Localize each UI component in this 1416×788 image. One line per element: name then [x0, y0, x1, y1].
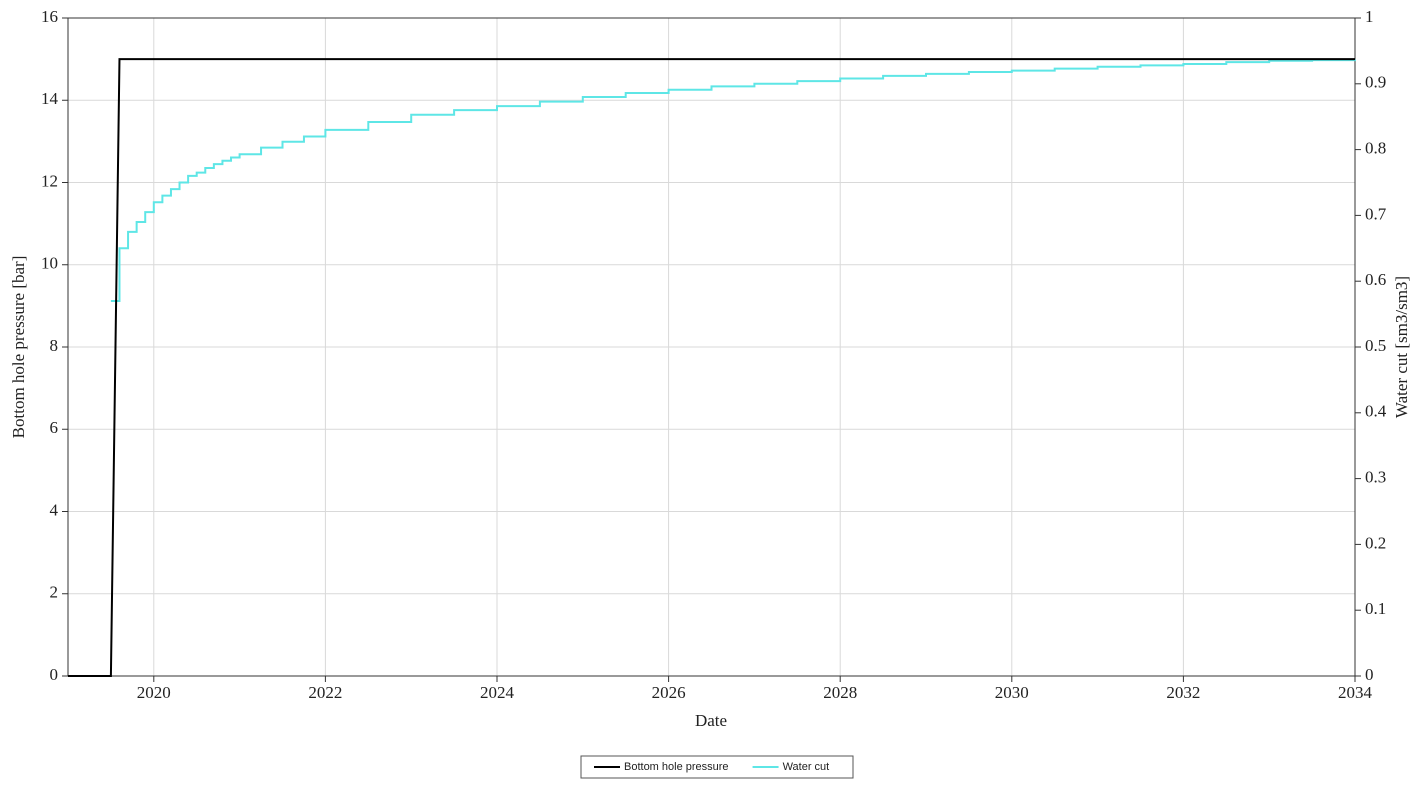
y-tick-label: 10 [41, 254, 58, 273]
y2-tick-label: 0.8 [1365, 139, 1386, 158]
y2-tick-label: 0.6 [1365, 270, 1386, 289]
y-tick-label: 6 [50, 418, 59, 437]
x-tick-label: 2026 [652, 683, 686, 702]
y-tick-label: 0 [50, 665, 59, 684]
plot-frame [67, 17, 1356, 677]
y-tick-label: 12 [41, 171, 58, 190]
y2-tick-label: 0.1 [1365, 599, 1386, 618]
y2-tick-label: 0 [1365, 665, 1374, 684]
y-tick-label: 2 [50, 583, 59, 602]
x-tick-label: 2034 [1338, 683, 1373, 702]
y2-tick-label: 0.5 [1365, 336, 1386, 355]
y2-tick-label: 0.3 [1365, 468, 1386, 487]
y2-tick-label: 1 [1365, 7, 1374, 26]
y2-tick-label: 0.4 [1365, 402, 1387, 421]
series-line [110, 59, 1356, 302]
y-tick-label: 16 [41, 7, 58, 26]
y2-axis-label: Water cut [sm3/sm3] [1392, 276, 1411, 418]
legend-label: Bottom hole pressure [624, 761, 729, 773]
x-tick-label: 2028 [823, 683, 857, 702]
y-tick-label: 14 [41, 89, 59, 108]
y-axis-label: Bottom hole pressure [bar] [9, 256, 28, 439]
y2-tick-label: 0.7 [1365, 204, 1387, 223]
y-tick-label: 8 [50, 336, 59, 355]
x-tick-label: 2022 [308, 683, 342, 702]
x-tick-label: 2030 [995, 683, 1029, 702]
legend-box [580, 755, 854, 779]
y2-tick-label: 0.2 [1365, 533, 1386, 552]
y-tick-label: 4 [50, 500, 59, 519]
series-line [68, 58, 1355, 677]
y2-tick-label: 0.9 [1365, 73, 1386, 92]
x-tick-label: 2020 [137, 683, 171, 702]
legend-label: Water cut [783, 761, 830, 773]
x-tick-label: 2032 [1166, 683, 1200, 702]
x-axis-label: Date [695, 711, 727, 730]
x-tick-label: 2024 [480, 683, 515, 702]
